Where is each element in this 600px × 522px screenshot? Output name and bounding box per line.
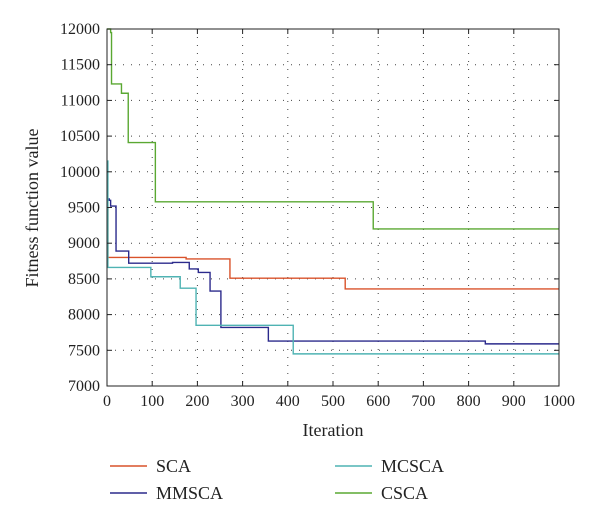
y-tick-label: 10000 [60,164,100,181]
x-tick-label: 1000 [543,393,575,410]
legend-label-mcsca: MCSCA [381,456,444,476]
y-tick-label: 8500 [68,271,100,288]
grid [107,29,559,386]
x-axis-ticks: 0 100 200 300 400 500 600 700 800 900 1000 [103,29,575,410]
x-tick-label: 900 [502,393,526,410]
x-tick-label: 200 [185,393,209,410]
y-axis-ticks: 7000 7500 8000 8500 9000 9500 10000 10500 11000 1… [60,21,559,395]
legend: SCA MCSCA MMSCA CSCA [110,456,444,503]
x-tick-label: 300 [231,393,255,410]
series-line-csca [107,28,559,230]
y-tick-label: 7000 [68,378,100,395]
x-tick-label: 500 [321,393,345,410]
y-axis-label: Fitness function value [22,129,42,288]
series-lines [107,28,559,355]
legend-label-csca: CSCA [381,483,428,503]
y-tick-label: 12000 [60,21,100,38]
x-tick-label: 800 [457,393,481,410]
x-tick-label: 0 [103,393,111,410]
x-axis-label: Iteration [303,420,364,440]
x-tick-label: 400 [276,393,300,410]
x-tick-label: 600 [366,393,390,410]
legend-label-mmsca: MMSCA [156,483,223,503]
legend-label-sca: SCA [156,456,191,476]
series-line-mcsca [107,160,559,355]
y-tick-label: 11000 [61,92,100,109]
series-line-mmsca [107,198,559,345]
y-tick-label: 11500 [61,57,100,74]
x-tick-label: 100 [140,393,164,410]
y-tick-label: 7500 [68,342,100,359]
y-tick-label: 8000 [68,307,100,324]
y-tick-label: 10500 [60,128,100,145]
y-tick-label: 9000 [68,235,100,252]
x-tick-label: 700 [411,393,435,410]
y-tick-label: 9500 [68,200,100,217]
